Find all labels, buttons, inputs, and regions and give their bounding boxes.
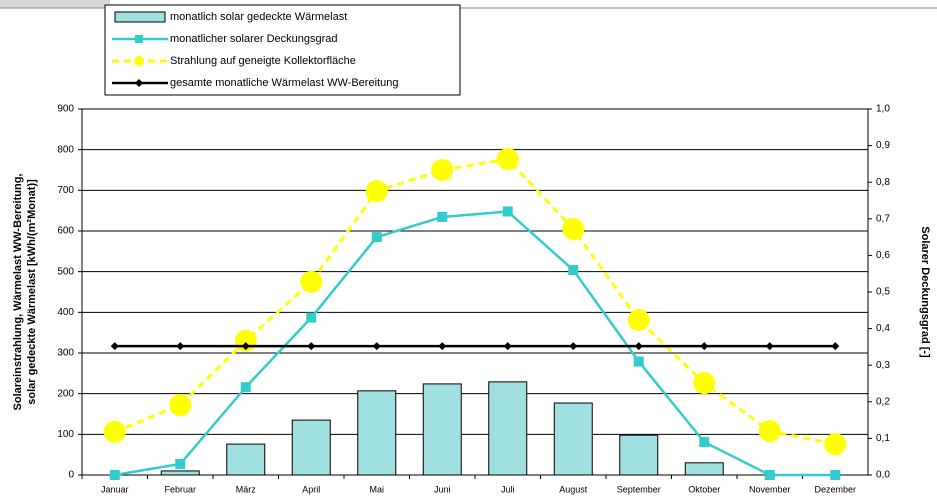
x-tick-label: März [236,484,256,494]
series-marker [699,437,710,448]
x-tick-label: April [302,484,320,494]
legend-marker [135,35,143,43]
series-marker [764,470,775,480]
y2-tick-label: 0,8 [876,177,890,188]
legend-label: gesamte monatliche Wärmelast WW-Bereitun… [170,77,398,89]
bar [357,390,397,476]
legend-marker [134,56,144,66]
y2-tick-label: 1,0 [876,104,890,115]
series-marker [103,420,126,443]
bar [619,434,659,476]
x-tick-label: Juli [501,484,515,494]
series-marker [830,470,841,480]
series-marker [431,159,454,181]
x-tick-label: Januar [101,484,129,494]
y2-axis-title: Solarer Deckungsgrad [-] [919,226,931,358]
y-tick-label: 500 [57,266,74,277]
y-tick-label: 0 [68,470,74,481]
y2-tick-label: 0,9 [876,140,890,151]
series-marker [700,342,709,351]
y2-tick-label: 0,7 [876,213,890,224]
series-line [114,157,836,446]
series-marker [438,342,447,351]
y2-tick-label: 0,5 [876,287,890,298]
series-marker [306,312,317,323]
y-tick-label: 600 [57,226,74,237]
series-marker [372,342,381,351]
y-axis-title-line: solar gedeckte Wärmelast [kWh/(m²Monat)] [26,179,38,405]
series-marker [765,342,774,351]
series-marker [240,382,251,393]
series-line [114,210,836,477]
bar [291,419,331,476]
y2-tick-label: 0,1 [876,433,890,444]
series-marker [627,309,650,332]
y-tick-label: 100 [57,429,74,440]
series-marker [241,342,250,351]
y2-tick-label: 0,6 [876,250,890,261]
bar [488,381,528,476]
bar [422,383,462,476]
y-tick-label: 900 [57,104,74,115]
legend-marker [135,79,143,87]
series-marker [502,206,513,217]
y-axis-title: Solareinstrahlung, Wärmelast WW-Bereitun… [12,174,38,411]
x-tick-label: September [617,484,661,494]
series-marker [437,211,448,222]
series-marker [568,265,579,276]
y-tick-label: 400 [57,307,74,318]
legend-swatch [114,11,166,23]
x-tick-label: November [749,484,791,494]
series-marker [562,217,585,240]
bar [226,443,266,476]
x-tick-label: Februar [164,484,196,494]
y2-tick-label: 0,4 [876,323,890,334]
series-marker [496,148,519,171]
series-marker [110,342,119,351]
x-tick-label: Oktober [688,484,720,494]
x-tick-label: Juni [434,484,451,494]
bar [553,402,593,476]
y-tick-label: 300 [57,348,74,359]
series-marker [300,270,323,293]
legend-label: monatlich solar gedeckte Wärmelast [170,11,347,23]
bar [684,462,724,476]
y2-tick-label: 0,3 [876,360,890,371]
series-marker [307,342,316,351]
y-tick-label: 700 [57,185,74,196]
series-marker [634,342,643,351]
series-marker [109,470,120,480]
series-marker [693,372,716,395]
series-marker [569,342,578,351]
y-tick-label: 800 [57,144,74,155]
series-marker [169,394,192,417]
window-strip [0,0,110,8]
series-marker [633,356,644,367]
x-tick-label: Mai [369,484,384,494]
x-tick-label: Dezember [814,484,856,494]
series-marker [371,232,382,243]
y2-tick-label: 0,2 [876,396,890,407]
series-marker [365,180,388,203]
y-axis-title-line: Solareinstrahlung, Wärmelast WW-Bereitun… [12,174,24,411]
series-marker [824,433,847,456]
legend-label: monatlicher solarer Deckungsgrad [170,33,338,45]
y2-tick-label: 0,0 [876,470,890,481]
series-marker [176,342,185,351]
series-marker [503,342,512,351]
series-marker [175,459,186,470]
series-marker [758,420,781,443]
legend-label: Strahlung auf geneigte Kollektorfläche [170,55,356,67]
bar [160,470,200,476]
y-tick-label: 200 [57,388,74,399]
x-tick-label: August [559,484,588,494]
series-marker [831,342,840,351]
